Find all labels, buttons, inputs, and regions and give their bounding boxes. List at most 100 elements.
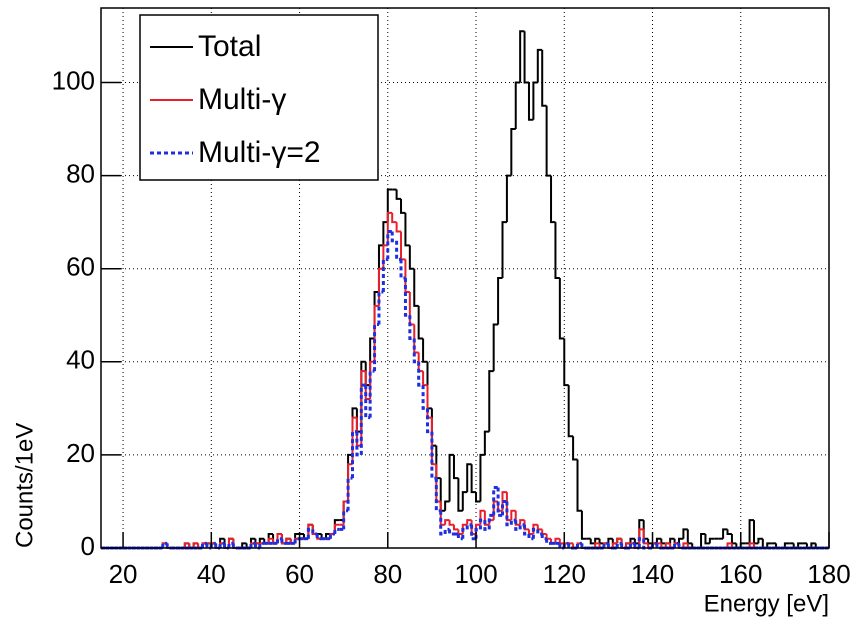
- histogram-step: [183, 542, 190, 548]
- histogram-step: [496, 487, 503, 517]
- histogram-step: [386, 229, 393, 260]
- histogram-step: [527, 534, 534, 541]
- histogram-step: [563, 338, 569, 387]
- histogram-step: [501, 499, 507, 516]
- histogram-step: [417, 361, 424, 387]
- histogram-step: [519, 30, 525, 83]
- histogram-step: [425, 408, 432, 434]
- histogram-step: [487, 513, 494, 530]
- histogram-step: [395, 189, 402, 200]
- frame: [100, 7, 830, 549]
- histogram-step: [510, 509, 516, 521]
- histogram-step: [470, 464, 477, 494]
- histogram-step: [567, 385, 574, 438]
- histogram-step: [483, 430, 490, 455]
- histogram-step: [258, 537, 265, 544]
- histogram-step: [523, 520, 529, 531]
- histogram-step: [700, 533, 706, 548]
- histogram-step: [536, 524, 543, 531]
- histogram-step: [531, 527, 538, 539]
- histogram-step: [241, 542, 247, 548]
- histogram-step: [466, 463, 472, 493]
- histogram-step: [461, 527, 468, 539]
- histogram-step: [285, 537, 291, 544]
- histogram-step: [373, 304, 379, 362]
- histogram-step: [682, 542, 688, 548]
- histogram-step: [400, 198, 406, 214]
- histogram-step: [532, 81, 538, 120]
- histogram-step: [315, 534, 322, 541]
- x-tick-label: 20: [109, 559, 138, 589]
- histogram-step: [625, 542, 631, 548]
- histogram-step: [655, 537, 662, 544]
- histogram-step: [726, 529, 732, 536]
- histogram-step: [505, 501, 512, 527]
- histogram-step: [333, 527, 340, 535]
- histogram-step: [422, 338, 428, 363]
- histogram-step: [748, 542, 754, 548]
- y-tick-label: 60: [66, 252, 95, 282]
- histogram-step: [488, 370, 494, 432]
- histogram-step: [726, 542, 732, 548]
- histogram-step: [757, 537, 763, 544]
- histogram-step: [580, 510, 587, 540]
- histogram-step: [452, 454, 459, 480]
- y-tick-label: 80: [66, 158, 95, 188]
- histogram-step: [637, 537, 644, 548]
- histogram-step: [465, 523, 472, 530]
- histogram-step: [342, 509, 349, 530]
- histogram-step: [413, 324, 419, 354]
- y-tick-label: 20: [66, 438, 95, 468]
- histogram-step: [527, 529, 534, 536]
- histogram-step: [766, 542, 772, 548]
- histogram-step: [505, 174, 512, 223]
- histogram-step: [457, 478, 463, 512]
- histogram-step: [708, 537, 715, 544]
- histogram-step: [293, 537, 300, 544]
- histogram-step: [669, 537, 675, 544]
- legend: Total Multi-γ Multi-γ=2: [139, 14, 379, 181]
- histogram-step: [523, 524, 529, 536]
- histogram-step: [404, 259, 410, 293]
- histogram-step: [258, 541, 265, 548]
- histogram-step: [501, 221, 507, 278]
- histogram-step: [267, 537, 274, 544]
- x-tick-label: 40: [197, 559, 226, 589]
- histogram-step: [444, 519, 450, 525]
- histogram-step: [554, 537, 560, 544]
- histogram-step: [510, 128, 516, 176]
- histogram-step: [797, 542, 803, 548]
- histogram-step: [642, 529, 649, 545]
- legend-label: Multi-γ=2: [198, 136, 321, 169]
- x-tick-label: 140: [631, 559, 674, 589]
- histogram-step: [192, 542, 199, 548]
- histogram-step: [382, 221, 388, 246]
- histogram-step: [572, 436, 578, 461]
- histogram-step: [550, 175, 556, 224]
- legend-label: Total: [198, 30, 261, 63]
- histogram-step: [461, 491, 468, 511]
- histogram-step: [307, 523, 313, 539]
- histogram-step: [448, 520, 454, 526]
- histogram-step: [594, 542, 600, 548]
- histogram-step: [677, 537, 684, 544]
- histogram-step: [523, 31, 529, 84]
- histogram-step: [421, 385, 428, 410]
- histogram-step: [554, 222, 560, 279]
- histogram-step: [514, 81, 521, 130]
- histogram-step: [514, 520, 521, 531]
- histogram-step: [518, 523, 525, 530]
- x-axis-title: Energy [eV]: [704, 590, 829, 617]
- histogram-step: [430, 431, 437, 480]
- histogram-step: [682, 528, 688, 539]
- histogram-step: [527, 82, 534, 121]
- histogram-step: [413, 268, 419, 307]
- histogram-step: [325, 533, 331, 539]
- histogram-step: [783, 542, 790, 548]
- histogram-step: [483, 510, 490, 526]
- histogram-step: [391, 212, 397, 224]
- histogram-step: [704, 534, 710, 545]
